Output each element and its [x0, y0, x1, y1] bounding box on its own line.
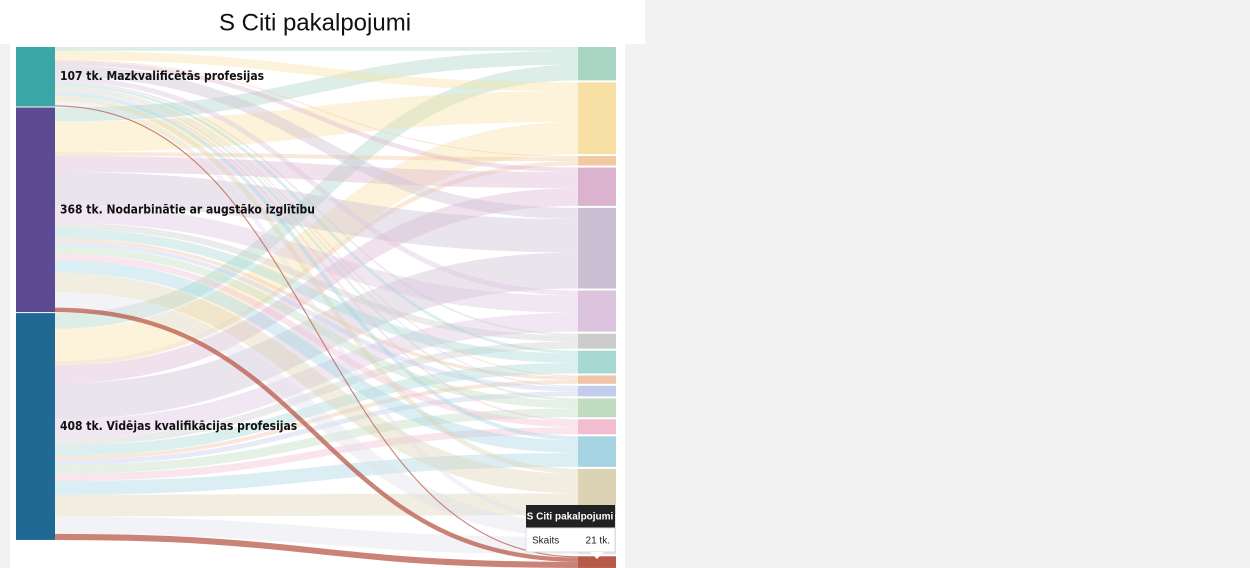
link — [54, 307, 579, 562]
tooltip: S Citi pakalpojumi Skaits 21 tk. — [525, 505, 616, 559]
link — [54, 50, 579, 122]
target-node — [578, 556, 616, 568]
link — [54, 50, 579, 92]
link — [54, 362, 579, 456]
target-node — [578, 333, 616, 349]
link — [54, 76, 579, 296]
link — [54, 151, 579, 162]
tooltip-pointer — [590, 552, 604, 559]
link — [54, 452, 579, 495]
tooltip-header — [526, 505, 615, 528]
target-node — [578, 207, 616, 289]
link — [54, 85, 579, 377]
link — [54, 533, 579, 568]
source-node — [16, 313, 55, 540]
source-label: 408 tk. Vidējas kvalifikācijas profesija… — [60, 419, 297, 433]
tooltip-body — [525, 527, 616, 553]
link — [54, 253, 579, 428]
link — [54, 228, 579, 363]
link — [54, 379, 579, 460]
source-label: 368 tk. Nodarbinātie ar augstāko izglītī… — [60, 202, 315, 216]
tooltip-value: 21 tk. — [586, 536, 610, 547]
link — [54, 95, 579, 474]
link — [54, 241, 579, 392]
link — [54, 205, 579, 313]
link — [54, 83, 579, 354]
link — [54, 64, 579, 329]
link — [54, 427, 579, 482]
link — [54, 91, 579, 152]
target-node — [578, 419, 616, 435]
link — [54, 222, 579, 342]
link — [54, 171, 579, 253]
link — [54, 100, 579, 522]
link — [54, 493, 579, 517]
target-node — [578, 167, 616, 206]
link — [54, 90, 579, 421]
link — [54, 252, 579, 420]
link — [54, 188, 579, 384]
link — [54, 312, 579, 439]
target-node — [578, 385, 616, 397]
tooltip-label: Skaits — [532, 536, 559, 547]
links — [54, 46, 579, 568]
link — [54, 60, 579, 172]
chart-panel — [10, 44, 625, 568]
link — [54, 259, 579, 453]
tooltip-title: S Citi pakalpojumi — [527, 512, 614, 523]
title-panel — [0, 0, 645, 44]
target-node — [578, 398, 616, 418]
target-node — [578, 47, 616, 81]
link — [54, 59, 579, 158]
link — [54, 155, 579, 189]
link — [54, 408, 579, 474]
link — [54, 272, 579, 494]
source-label: 107 tk. Mazkvalificētās profesijas — [60, 69, 264, 83]
link — [54, 391, 579, 465]
link — [54, 65, 579, 220]
source-node — [16, 47, 55, 107]
link — [54, 81, 579, 336]
nodes: 107 tk. Mazkvalificētās profesijas 368 tk… — [16, 47, 616, 568]
link — [54, 245, 579, 409]
source-node — [16, 107, 55, 313]
link — [54, 105, 579, 558]
target-node — [578, 82, 616, 155]
link — [54, 88, 579, 401]
target-node — [578, 350, 616, 374]
link — [54, 92, 579, 441]
link — [54, 87, 579, 387]
link — [54, 121, 579, 361]
target-node — [578, 436, 616, 467]
target-node — [578, 156, 616, 166]
link — [54, 292, 579, 538]
link — [54, 238, 579, 380]
link — [54, 161, 579, 366]
target-node — [578, 375, 616, 384]
chart-title: S Citi pakalpojumi — [219, 9, 411, 36]
target-node — [578, 290, 616, 332]
link — [54, 341, 579, 446]
